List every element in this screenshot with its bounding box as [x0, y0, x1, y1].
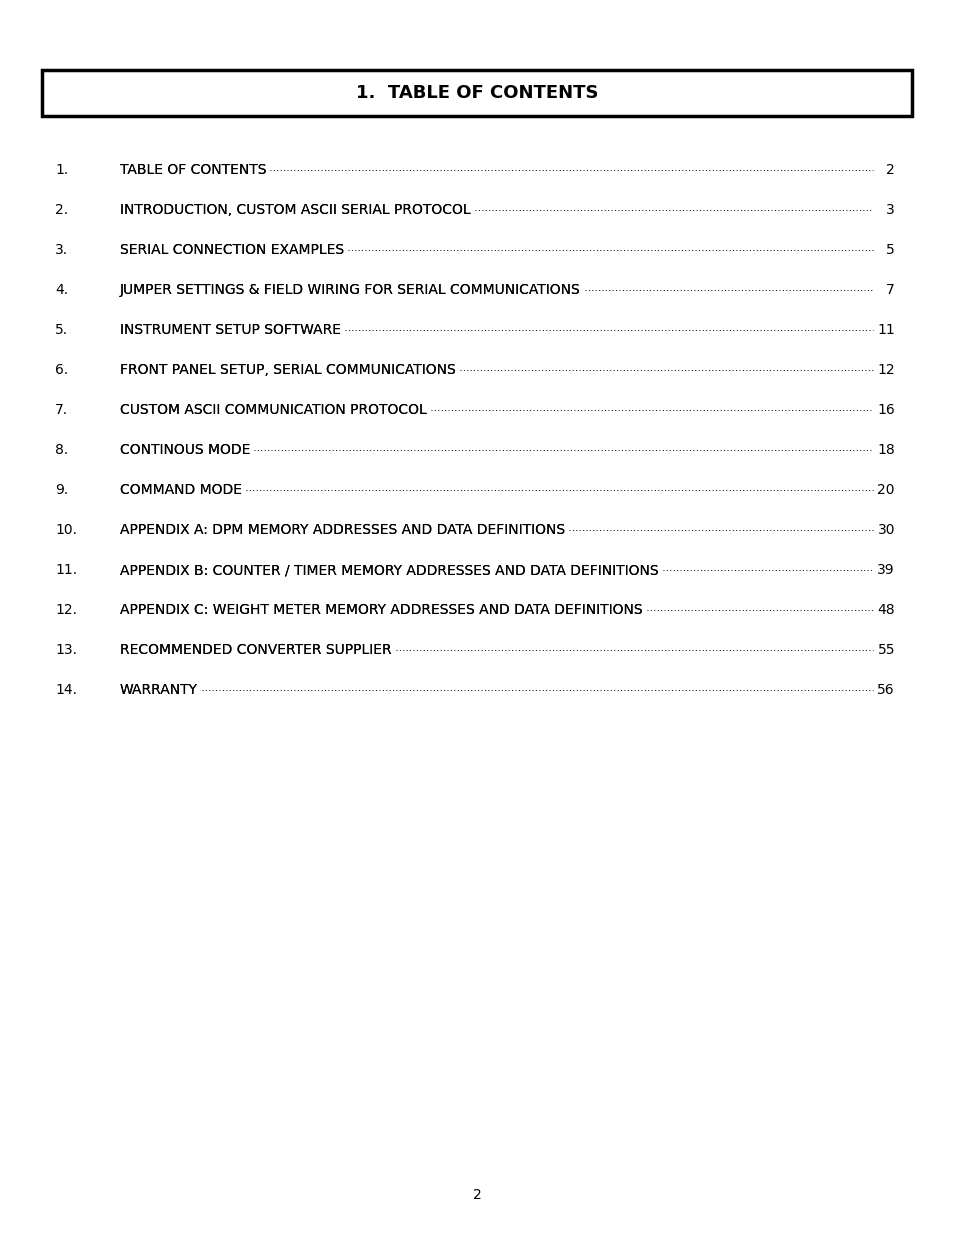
Text: 7: 7	[885, 283, 894, 296]
Text: APPENDIX A: DPM MEMORY ADDRESSES AND DATA DEFINITIONS: APPENDIX A: DPM MEMORY ADDRESSES AND DAT…	[120, 522, 564, 537]
Text: APPENDIX C: WEIGHT METER MEMORY ADDRESSES AND DATA DEFINITIONS: APPENDIX C: WEIGHT METER MEMORY ADDRESSE…	[120, 603, 642, 618]
Text: APPENDIX C: WEIGHT METER MEMORY ADDRESSES AND DATA DEFINITIONS: APPENDIX C: WEIGHT METER MEMORY ADDRESSE…	[120, 603, 642, 618]
Text: 1.  TABLE OF CONTENTS: 1. TABLE OF CONTENTS	[355, 84, 598, 103]
Text: 12.: 12.	[55, 603, 77, 618]
Text: RECOMMENDED CONVERTER SUPPLIER: RECOMMENDED CONVERTER SUPPLIER	[120, 643, 392, 657]
Text: 48: 48	[877, 603, 894, 618]
Text: 2: 2	[885, 163, 894, 177]
Text: SERIAL CONNECTION EXAMPLES: SERIAL CONNECTION EXAMPLES	[120, 243, 344, 257]
Text: 56: 56	[877, 683, 894, 697]
Text: 2: 2	[472, 1188, 481, 1202]
Text: 10.: 10.	[55, 522, 77, 537]
Text: 7.: 7.	[55, 403, 68, 417]
Text: WARRANTY: WARRANTY	[120, 683, 198, 697]
Text: 12: 12	[877, 363, 894, 377]
Text: INSTRUMENT SETUP SOFTWARE: INSTRUMENT SETUP SOFTWARE	[120, 324, 340, 337]
Text: 39: 39	[877, 563, 894, 577]
Text: INSTRUMENT SETUP SOFTWARE: INSTRUMENT SETUP SOFTWARE	[120, 324, 340, 337]
Text: 11: 11	[877, 324, 894, 337]
Text: 16: 16	[877, 403, 894, 417]
Text: 11.: 11.	[55, 563, 77, 577]
Text: 3.: 3.	[55, 243, 68, 257]
Text: 2.: 2.	[55, 203, 68, 217]
Text: APPENDIX B: COUNTER / TIMER MEMORY ADDRESSES AND DATA DEFINITIONS: APPENDIX B: COUNTER / TIMER MEMORY ADDRE…	[120, 563, 658, 577]
Text: APPENDIX A: DPM MEMORY ADDRESSES AND DATA DEFINITIONS: APPENDIX A: DPM MEMORY ADDRESSES AND DAT…	[120, 522, 564, 537]
Bar	[42, 70, 911, 116]
Text: FRONT PANEL SETUP, SERIAL COMMUNICATIONS: FRONT PANEL SETUP, SERIAL COMMUNICATIONS	[120, 363, 456, 377]
Text: 9.: 9.	[55, 483, 69, 496]
Text: SERIAL CONNECTION EXAMPLES: SERIAL CONNECTION EXAMPLES	[120, 243, 344, 257]
Text: WARRANTY: WARRANTY	[120, 683, 198, 697]
Text: 3: 3	[885, 203, 894, 217]
Text: TABLE OF CONTENTS: TABLE OF CONTENTS	[120, 163, 266, 177]
Text: TABLE OF CONTENTS: TABLE OF CONTENTS	[120, 163, 266, 177]
Text: 1.: 1.	[55, 163, 69, 177]
Text: 14.: 14.	[55, 683, 77, 697]
Text: JUMPER SETTINGS & FIELD WIRING FOR SERIAL COMMUNICATIONS: JUMPER SETTINGS & FIELD WIRING FOR SERIA…	[120, 283, 580, 296]
Text: CONTINOUS MODE: CONTINOUS MODE	[120, 443, 250, 457]
Text: JUMPER SETTINGS & FIELD WIRING FOR SERIAL COMMUNICATIONS: JUMPER SETTINGS & FIELD WIRING FOR SERIA…	[120, 283, 580, 296]
Text: COMMAND MODE: COMMAND MODE	[120, 483, 242, 496]
Text: CUSTOM ASCII COMMUNICATION PROTOCOL: CUSTOM ASCII COMMUNICATION PROTOCOL	[120, 403, 426, 417]
Text: 5.: 5.	[55, 324, 68, 337]
Text: 6.: 6.	[55, 363, 69, 377]
Text: APPENDIX B: COUNTER / TIMER MEMORY ADDRESSES AND DATA DEFINITIONS: APPENDIX B: COUNTER / TIMER MEMORY ADDRE…	[120, 563, 658, 577]
Text: INTRODUCTION, CUSTOM ASCII SERIAL PROTOCOL: INTRODUCTION, CUSTOM ASCII SERIAL PROTOC…	[120, 203, 470, 217]
Text: FRONT PANEL SETUP, SERIAL COMMUNICATIONS: FRONT PANEL SETUP, SERIAL COMMUNICATIONS	[120, 363, 456, 377]
Text: INTRODUCTION, CUSTOM ASCII SERIAL PROTOCOL: INTRODUCTION, CUSTOM ASCII SERIAL PROTOC…	[120, 203, 470, 217]
Text: 13.: 13.	[55, 643, 77, 657]
Text: COMMAND MODE: COMMAND MODE	[120, 483, 242, 496]
Text: 20: 20	[877, 483, 894, 496]
Text: 5: 5	[885, 243, 894, 257]
Text: 30: 30	[877, 522, 894, 537]
Text: RECOMMENDED CONVERTER SUPPLIER: RECOMMENDED CONVERTER SUPPLIER	[120, 643, 392, 657]
Text: 4.: 4.	[55, 283, 68, 296]
Text: 8.: 8.	[55, 443, 69, 457]
Text: CUSTOM ASCII COMMUNICATION PROTOCOL: CUSTOM ASCII COMMUNICATION PROTOCOL	[120, 403, 426, 417]
Text: 18: 18	[877, 443, 894, 457]
Text: 55: 55	[877, 643, 894, 657]
Text: CONTINOUS MODE: CONTINOUS MODE	[120, 443, 250, 457]
